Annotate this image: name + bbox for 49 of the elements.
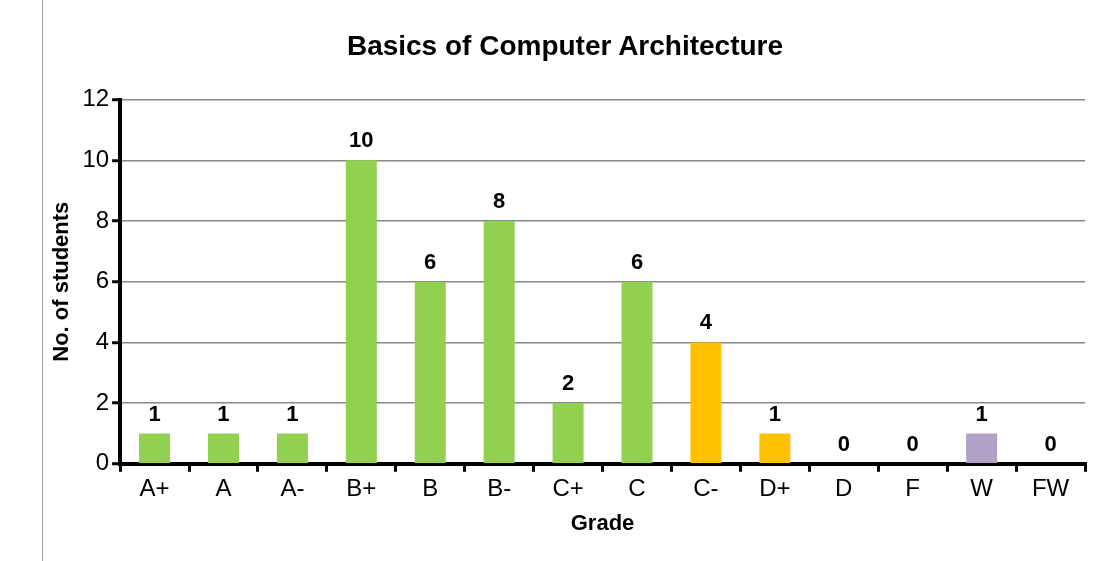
x-tick-label: B-	[487, 473, 512, 501]
x-tick-label: A+	[139, 473, 170, 501]
bar	[552, 403, 584, 464]
data-label: 1	[148, 400, 161, 426]
x-tick-label: F	[905, 473, 921, 501]
y-tick-label: 8	[95, 205, 110, 233]
y-tick-label: 4	[95, 327, 110, 355]
x-tick-label: B+	[346, 473, 377, 501]
x-tick-label: C	[628, 473, 646, 501]
data-label: 2	[561, 370, 575, 396]
y-tick-label: 12	[82, 84, 110, 112]
data-label: 0	[906, 430, 919, 456]
chart-title: Basics of Computer Architecture	[346, 29, 784, 61]
x-tick-label: W	[970, 473, 994, 501]
data-label: 6	[424, 248, 437, 274]
bar	[276, 433, 308, 464]
y-axis-title: No. of students	[48, 201, 74, 362]
data-label: 1	[975, 400, 988, 426]
data-label: 1	[286, 400, 299, 426]
data-label: 10	[349, 127, 374, 153]
bar	[483, 221, 515, 464]
y-tick-label: 10	[82, 144, 110, 172]
x-tick-label: A	[215, 473, 232, 501]
data-label: 4	[699, 309, 713, 335]
x-tick-label: A-	[280, 473, 305, 501]
data-label: 1	[768, 400, 781, 426]
data-label: 0	[837, 430, 850, 456]
x-tick-label: C-	[693, 473, 719, 501]
x-axis-title: Grade	[570, 509, 635, 535]
bar	[414, 281, 446, 464]
bar	[139, 433, 171, 464]
y-tick-label: 2	[95, 387, 110, 415]
bar	[690, 342, 722, 464]
data-label: 0	[1044, 430, 1057, 456]
bar	[345, 160, 377, 464]
data-label: 1	[217, 400, 230, 426]
data-label: 8	[493, 188, 506, 214]
y-tick-label: 0	[95, 448, 110, 476]
x-tick-label: D+	[759, 473, 791, 501]
y-tick-label: 6	[95, 266, 110, 294]
bar	[759, 433, 791, 464]
bar	[207, 433, 239, 464]
data-label: 6	[630, 248, 644, 274]
x-tick-label: C+	[552, 473, 584, 501]
x-tick-label: D	[835, 473, 853, 501]
x-tick-label: FW	[1031, 473, 1070, 501]
x-tick-label: B	[422, 473, 439, 501]
bar	[621, 281, 653, 464]
bar	[966, 433, 998, 464]
